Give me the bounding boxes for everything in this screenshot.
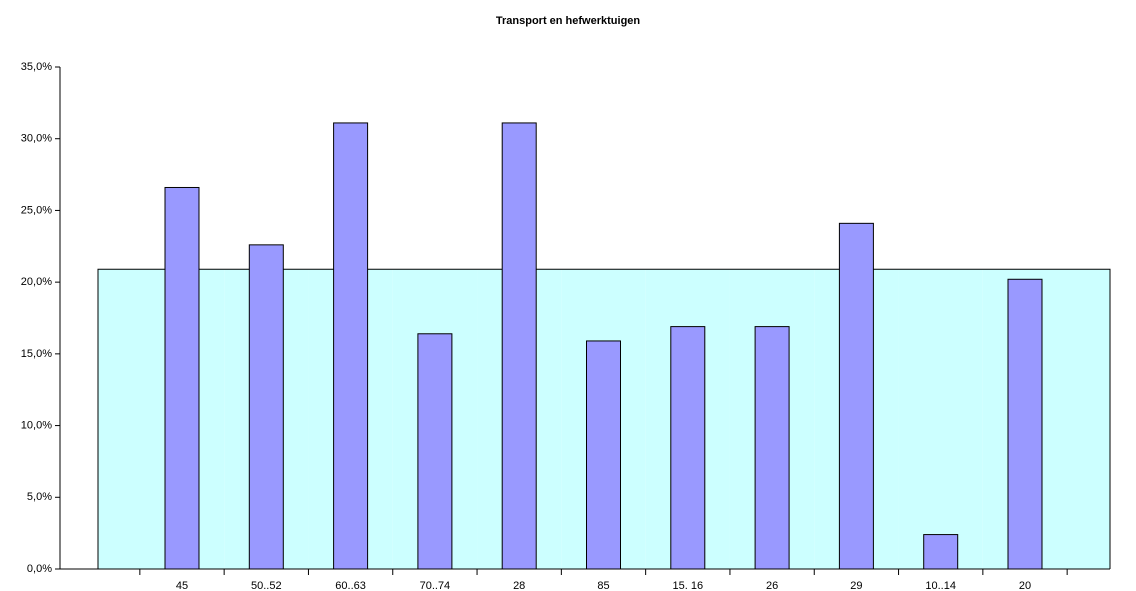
area-segment <box>98 269 225 569</box>
bar <box>670 326 706 570</box>
area-segment <box>898 269 983 569</box>
x-tick-label: 28 <box>513 580 525 591</box>
bar <box>838 222 874 570</box>
bar <box>417 333 453 570</box>
x-tick-label: 26 <box>766 580 778 591</box>
x-tick-label: 85 <box>597 580 609 591</box>
y-tick-label: 5,0% <box>27 491 52 503</box>
area-outline <box>97 268 1111 569</box>
y-tick-label: 35,0% <box>21 61 52 73</box>
y-tick-label: 15,0% <box>21 348 52 360</box>
bar <box>164 186 200 570</box>
bar <box>248 244 284 570</box>
y-tick-label: 0,0% <box>27 563 52 575</box>
x-tick-label: 45 <box>176 580 188 591</box>
y-tick-label: 20,0% <box>21 276 52 288</box>
bar <box>754 326 790 570</box>
x-tick-label: 29 <box>850 580 862 591</box>
x-tick-label: 70..74 <box>420 580 451 591</box>
bar <box>501 122 537 570</box>
x-tick-label: 15. 16 <box>673 580 704 591</box>
y-tick-label: 25,0% <box>21 204 52 216</box>
x-tick-label: 50..52 <box>251 580 282 591</box>
bar <box>923 534 959 570</box>
x-tick-label: 20 <box>1019 580 1031 591</box>
y-tick-label: 10,0% <box>21 419 52 431</box>
x-tick-label: 60..63 <box>335 580 366 591</box>
bar <box>1007 278 1043 570</box>
area-segment <box>982 269 1110 569</box>
x-tick-label: 10..14 <box>925 580 956 591</box>
bar <box>333 122 369 570</box>
y-tick-label: 30,0% <box>21 133 52 145</box>
chart-title: Transport en hefwerktuigen <box>496 15 641 27</box>
bar <box>586 340 621 570</box>
